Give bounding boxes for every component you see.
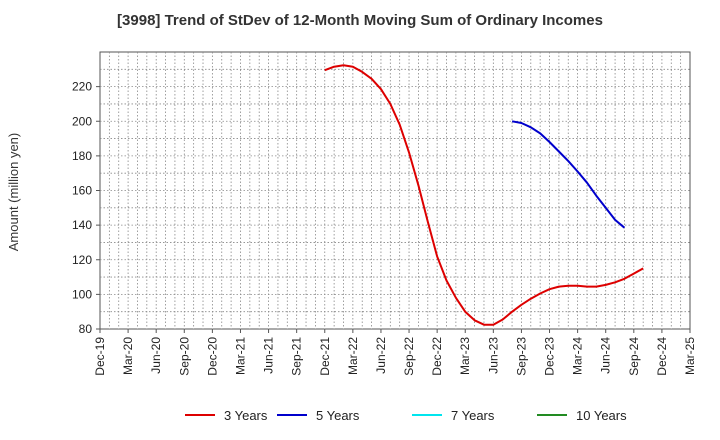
x-tick-label: Sep-20	[177, 337, 191, 376]
y-tick-label: 200	[72, 114, 92, 128]
legend-label: 7 Years	[451, 408, 495, 423]
y-axis-label: Amount (million yen)	[6, 133, 21, 252]
x-tick-label: Sep-23	[514, 337, 528, 376]
chart-title: [3998] Trend of StDev of 12-Month Moving…	[117, 12, 603, 29]
series-line-5-years	[511, 120, 626, 229]
axes: 80 100 120 140 160 180 200 220 Dec-19 Mar-20 Jun-2…	[72, 80, 697, 376]
series-line-3-years	[324, 64, 644, 326]
x-tick-label: Dec-20	[205, 337, 219, 376]
x-tick-label: Mar-22	[346, 337, 360, 375]
y-tick-label: 120	[72, 253, 92, 267]
y-tick-label: 180	[72, 149, 92, 163]
legend-label: 10 Years	[576, 408, 627, 423]
legend-label: 5 Years	[316, 408, 360, 423]
x-tick-label: Sep-21	[290, 337, 304, 376]
y-tick-label: 80	[79, 322, 93, 336]
x-tick-label: Jun-22	[374, 337, 388, 374]
x-tick-label: Jun-21	[262, 337, 276, 374]
x-tick-label: Sep-24	[627, 337, 641, 376]
y-tick-label: 140	[72, 218, 92, 232]
x-tick-label: Jun-20	[149, 337, 163, 374]
x-tick-label: Mar-21	[233, 337, 247, 375]
y-tick-label: 160	[72, 184, 92, 198]
x-tick-label: Dec-21	[318, 337, 332, 376]
x-tick-label: Dec-22	[430, 337, 444, 376]
series-lines	[324, 64, 644, 326]
x-tick-label: Dec-24	[655, 337, 669, 376]
x-tick-label: Dec-23	[543, 337, 557, 376]
grid	[99, 51, 691, 330]
x-tick-label: Mar-23	[458, 337, 472, 375]
x-tick-label: Mar-24	[571, 337, 585, 375]
legend-label: 3 Years	[224, 408, 268, 423]
x-tick-label: Mar-25	[683, 337, 697, 375]
x-tick-label: Mar-20	[121, 337, 135, 375]
y-tick-label: 100	[72, 287, 92, 301]
legend: 3 Years 5 Years 7 Years 10 Years	[185, 408, 627, 423]
x-tick-label: Jun-23	[486, 337, 500, 374]
x-tick-label: Sep-22	[402, 337, 416, 376]
x-tick-label: Dec-19	[93, 337, 107, 376]
x-tick-label: Jun-24	[599, 337, 613, 374]
y-tick-label: 220	[72, 80, 92, 94]
